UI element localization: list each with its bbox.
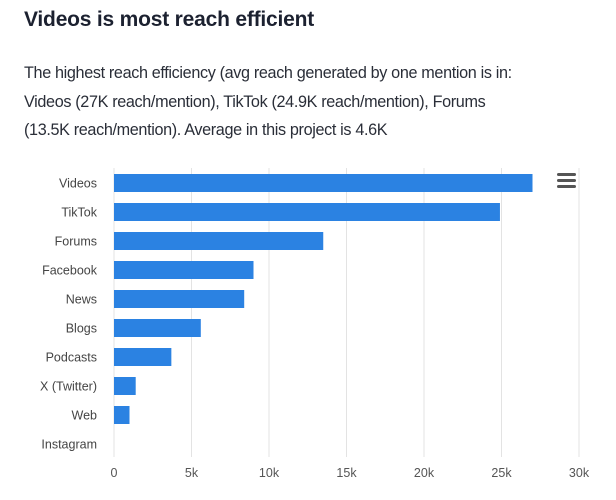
description-line: The highest reach efficiency (avg reach … (24, 64, 512, 82)
x-tick-label: 10k (259, 466, 280, 480)
category-label: Facebook (42, 264, 98, 278)
category-label: News (66, 293, 97, 307)
description-line: Videos (27K reach/mention), TikTok (24.9… (24, 92, 486, 111)
x-tick-label: 30k (569, 466, 590, 480)
bar[interactable] (114, 174, 533, 192)
x-tick-label: 25k (491, 466, 512, 480)
bar[interactable] (114, 377, 136, 395)
bar[interactable] (114, 261, 254, 279)
x-axis-ticks: 0 5k 10k 15k 20k 25k 30k (111, 466, 590, 480)
category-label: X (Twitter) (40, 380, 97, 394)
bars (114, 174, 533, 424)
description-line: (13.5K reach/mention). Average in this p… (24, 121, 388, 139)
x-tick-label: 5k (185, 466, 199, 480)
x-tick-label: 15k (336, 466, 357, 480)
category-labels: Videos TikTok Forums Facebook News Blogs Podca… (40, 177, 98, 452)
category-label: Videos (59, 177, 97, 191)
bar[interactable] (114, 319, 201, 337)
hamburger-menu-icon[interactable] (557, 173, 576, 188)
x-tick-label: 20k (414, 466, 435, 480)
category-label: Forums (55, 235, 97, 249)
bar[interactable] (114, 232, 324, 250)
bar[interactable] (114, 406, 130, 424)
description: The highest reach efficiency (avg reach … (24, 59, 512, 145)
bar[interactable] (114, 290, 245, 308)
category-label: TikTok (61, 206, 97, 220)
page-title: Videos is most reach efficient (24, 8, 315, 31)
category-label: Blogs (66, 322, 97, 336)
category-label: Instagram (41, 438, 97, 452)
x-tick-label: 0 (111, 466, 118, 480)
bar[interactable] (114, 203, 500, 221)
bar[interactable] (114, 348, 172, 366)
category-label: Web (72, 409, 98, 423)
category-label: Podcasts (46, 351, 97, 365)
